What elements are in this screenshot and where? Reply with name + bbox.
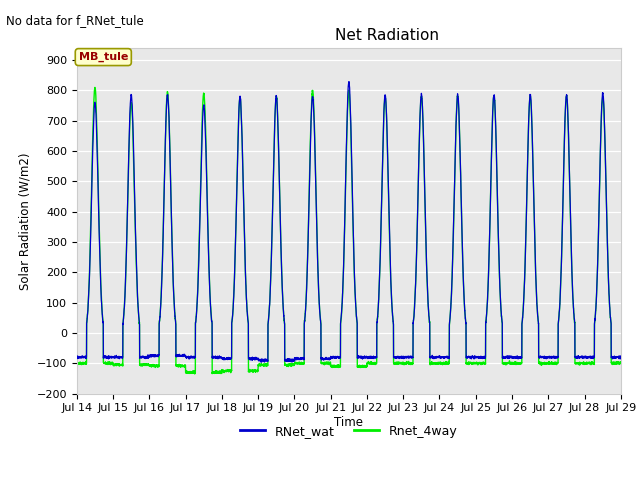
Rnet_4way xyxy=(471,360,479,366)
RNet_wat xyxy=(502,355,509,361)
X-axis label: Time: Time xyxy=(334,416,364,429)
Rnet_4way xyxy=(441,361,449,367)
RNet_wat xyxy=(471,353,479,359)
Text: MB_tule: MB_tule xyxy=(79,52,128,62)
Rnet_4way xyxy=(329,362,337,368)
RNet_wat xyxy=(73,353,81,359)
Text: No data for f_RNet_tule: No data for f_RNet_tule xyxy=(6,14,144,27)
RNet_wat xyxy=(345,79,353,84)
RNet_wat xyxy=(617,355,625,360)
Legend: RNet_wat, Rnet_4way: RNet_wat, Rnet_4way xyxy=(235,420,463,443)
Y-axis label: Solar Radiation (W/m2): Solar Radiation (W/m2) xyxy=(18,152,31,289)
Title: Net Radiation: Net Radiation xyxy=(335,28,439,43)
RNet_wat xyxy=(616,353,624,359)
Rnet_4way xyxy=(617,360,625,366)
RNet_wat xyxy=(257,360,265,365)
Line: Rnet_4way: Rnet_4way xyxy=(77,87,621,374)
RNet_wat xyxy=(329,354,337,360)
RNet_wat xyxy=(171,308,179,313)
Line: RNet_wat: RNet_wat xyxy=(77,82,621,362)
Rnet_4way xyxy=(616,360,624,366)
Rnet_4way xyxy=(73,362,81,368)
Rnet_4way xyxy=(191,371,198,377)
Rnet_4way xyxy=(171,309,179,315)
Rnet_4way xyxy=(502,360,509,366)
Rnet_4way xyxy=(91,84,99,90)
RNet_wat xyxy=(441,355,449,361)
